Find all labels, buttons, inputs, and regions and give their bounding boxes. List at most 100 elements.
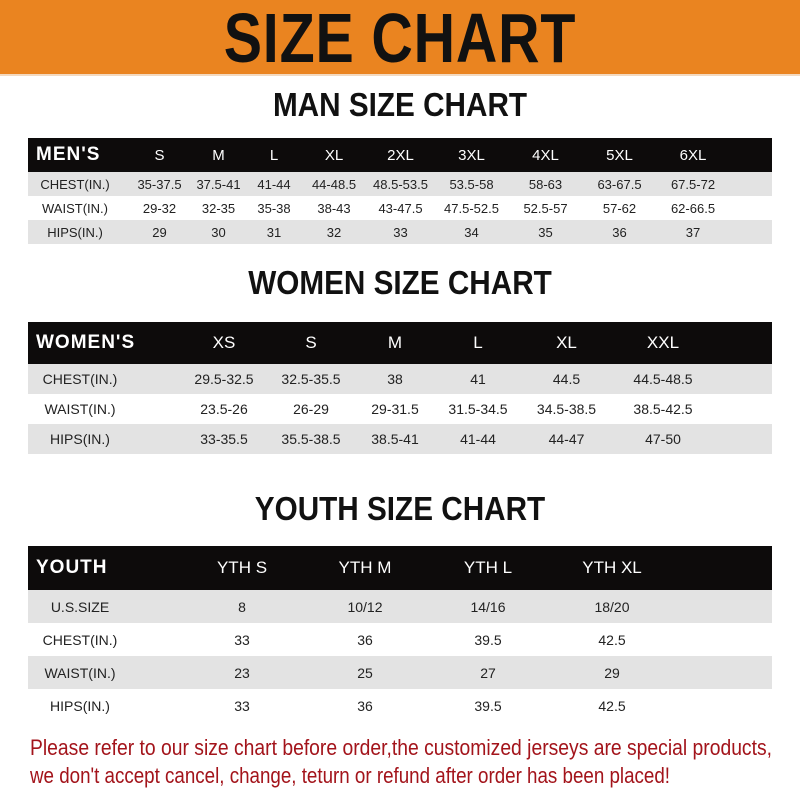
measurement-value: 35.5-38.5 [268,424,354,454]
measurement-value: 39.5 [426,689,550,722]
measurement-label: WAIST(IN.) [28,394,180,424]
measurement-value: 29-31.5 [354,394,436,424]
row-spacer [674,656,772,689]
size-header: XXL [613,322,713,364]
women-size-table: WOMEN'S XS S M L XL XXL CHEST(IN.) 29.5-32.5 32.5… [28,322,772,454]
men-section-title: MAN SIZE CHART [272,86,528,123]
measurement-value: 57-62 [583,196,656,220]
measurement-value: 38 [354,364,436,394]
size-header: XL [302,138,366,172]
table-row: WAIST(IN.) 23.5-26 26-29 29-31.5 31.5-34.5 34… [28,394,772,424]
measurement-value: 35-38 [246,196,302,220]
measurement-value: 42.5 [550,689,674,722]
row-spacer [674,623,772,656]
measurement-value: 32-35 [191,196,246,220]
header-spacer [674,546,772,590]
header-spacer [713,322,772,364]
size-header: 4XL [508,138,583,172]
youth-section-title: YOUTH SIZE CHART [254,490,546,527]
measurement-value: 8 [180,590,304,623]
measurement-value: 52.5-57 [508,196,583,220]
size-header: 6XL [656,138,730,172]
measurement-value: 39.5 [426,623,550,656]
measurement-value: 35-37.5 [128,172,191,196]
table-row: HIPS(IN.) 29 30 31 32 33 34 35 36 37 [28,220,772,244]
measurement-value: 14/16 [426,590,550,623]
table-row: WAIST(IN.) 29-32 32-35 35-38 38-43 43-47.5 47.… [28,196,772,220]
youth-header-row: YOUTH YTH S YTH M YTH L YTH XL [28,546,772,590]
measurement-value: 47.5-52.5 [435,196,508,220]
measurement-value: 23 [180,656,304,689]
measurement-value: 31 [246,220,302,244]
measurement-label: CHEST(IN.) [28,172,128,196]
measurement-value: 62-66.5 [656,196,730,220]
measurement-value: 33-35.5 [180,424,268,454]
size-header: L [436,322,520,364]
measurement-value: 35 [508,220,583,244]
measurement-value: 29 [550,656,674,689]
measurement-value: 37 [656,220,730,244]
table-row: CHEST(IN.) 29.5-32.5 32.5-35.5 38 41 44.5 44.5… [28,364,772,394]
measurement-value: 34 [435,220,508,244]
row-spacer [730,196,772,220]
measurement-value: 34.5-38.5 [520,394,613,424]
measurement-value: 33 [180,623,304,656]
row-spacer [730,172,772,196]
table-row: CHEST(IN.) 33 36 39.5 42.5 [28,623,772,656]
row-spacer [674,590,772,623]
row-spacer [730,220,772,244]
size-header: 3XL [435,138,508,172]
size-header: YTH M [304,546,426,590]
measurement-value: 44-47 [520,424,613,454]
measurement-value: 37.5-41 [191,172,246,196]
size-header: YTH S [180,546,304,590]
men-header-label: MEN'S [28,138,128,172]
row-spacer [713,394,772,424]
table-row: CHEST(IN.) 35-37.5 37.5-41 41-44 44-48.5 48.5… [28,172,772,196]
measurement-value: 29 [128,220,191,244]
measurement-label: WAIST(IN.) [28,656,180,689]
measurement-value: 44.5 [520,364,613,394]
measurement-value: 38.5-42.5 [613,394,713,424]
measurement-value: 26-29 [268,394,354,424]
measurement-value: 53.5-58 [435,172,508,196]
measurement-value: 31.5-34.5 [436,394,520,424]
measurement-label: HIPS(IN.) [28,220,128,244]
size-header: XL [520,322,613,364]
measurement-value: 36 [583,220,656,244]
table-row: U.S.SIZE 8 10/12 14/16 18/20 [28,590,772,623]
header-spacer [730,138,772,172]
measurement-value: 18/20 [550,590,674,623]
size-header: S [128,138,191,172]
measurement-value: 33 [366,220,435,244]
measurement-value: 47-50 [613,424,713,454]
measurement-value: 36 [304,689,426,722]
measurement-value: 41 [436,364,520,394]
measurement-value: 41-44 [436,424,520,454]
measurement-value: 43-47.5 [366,196,435,220]
women-header-row: WOMEN'S XS S M L XL XXL [28,322,772,364]
order-notice-line-1: Please refer to our size chart before or… [30,735,772,760]
table-row: WAIST(IN.) 23 25 27 29 [28,656,772,689]
measurement-value: 23.5-26 [180,394,268,424]
row-spacer [713,364,772,394]
youth-header-label: YOUTH [28,546,180,590]
women-header-label: WOMEN'S [28,322,180,364]
measurement-value: 44-48.5 [302,172,366,196]
size-header: S [268,322,354,364]
measurement-value: 42.5 [550,623,674,656]
measurement-value: 38-43 [302,196,366,220]
measurement-label: U.S.SIZE [28,590,180,623]
size-header: XS [180,322,268,364]
measurement-value: 32.5-35.5 [268,364,354,394]
size-header: 2XL [366,138,435,172]
table-row: HIPS(IN.) 33 36 39.5 42.5 [28,689,772,722]
order-notice-line-2: we don't accept cancel, change, teturn o… [30,763,670,788]
size-header: YTH L [426,546,550,590]
men-header-row: MEN'S S M L XL 2XL 3XL 4XL 5XL 6XL [28,138,772,172]
men-size-table: MEN'S S M L XL 2XL 3XL 4XL 5XL 6XL CHEST(IN.) 35-37… [28,138,772,244]
size-header: M [191,138,246,172]
measurement-value: 33 [180,689,304,722]
size-chart-banner: SIZE CHART [0,0,800,76]
size-header: M [354,322,436,364]
